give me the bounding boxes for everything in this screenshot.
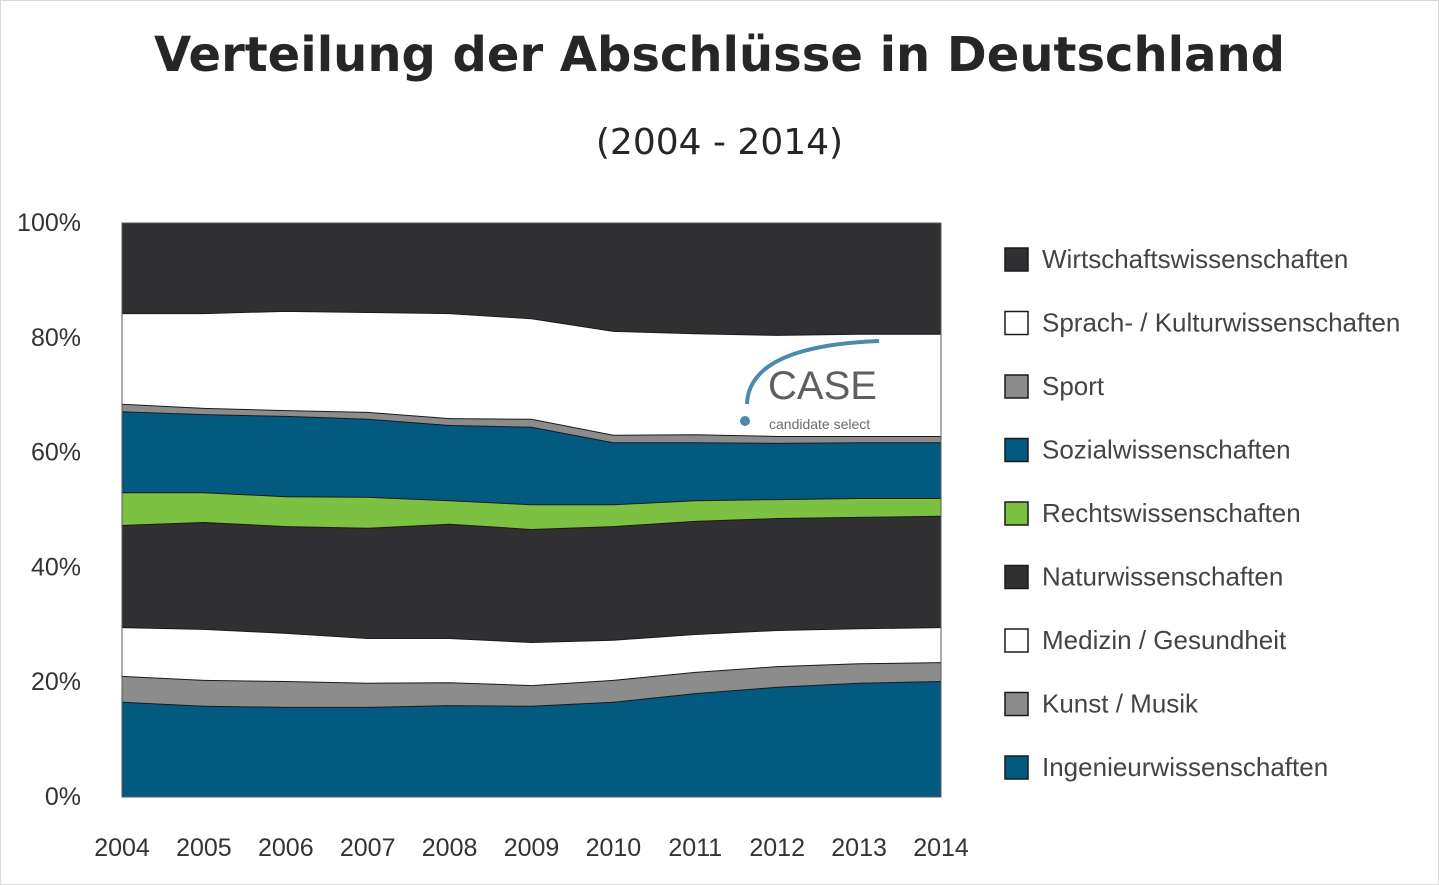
x-tick-label: 2008 xyxy=(422,834,478,862)
legend-label: Ingenieurwissenschaften xyxy=(1042,752,1328,782)
plot-border xyxy=(121,222,942,798)
logo-tagline: candidate select xyxy=(769,416,870,432)
y-tick-label: 60% xyxy=(31,439,81,467)
x-tick-label: 2007 xyxy=(340,834,396,862)
legend-swatch xyxy=(1004,628,1029,653)
logo-dot xyxy=(740,416,750,426)
area-sport xyxy=(122,403,941,443)
x-tick-label: 2005 xyxy=(176,834,232,862)
area-wirtschaftswissenschaften xyxy=(122,223,941,335)
legend-swatch xyxy=(1004,247,1029,272)
legend-swatch xyxy=(1004,437,1029,463)
x-tick-label: 2009 xyxy=(504,834,560,862)
y-tick-label: 80% xyxy=(31,324,81,352)
logo-text: CASE xyxy=(768,364,877,408)
area-sozialwissenschaften xyxy=(122,411,941,505)
legend-label: Kunst / Musik xyxy=(1042,689,1199,719)
x-tick-label: 2012 xyxy=(749,834,805,862)
legend-swatch xyxy=(1004,310,1029,336)
legend-swatch xyxy=(1004,755,1029,780)
legend-label: Wirtschaftswissenschaften xyxy=(1042,244,1348,274)
legend-swatch xyxy=(1004,564,1029,590)
area-naturwissenschaften xyxy=(122,515,941,643)
y-tick-label: 0% xyxy=(45,783,81,811)
area-rechtswissenschaften xyxy=(122,492,941,529)
legend-label: Sport xyxy=(1042,371,1105,401)
x-tick-label: 2006 xyxy=(258,834,314,862)
x-tick-label: 2011 xyxy=(668,834,722,862)
legend-label: Naturwissenschaften xyxy=(1042,562,1283,592)
x-tick-label: 2004 xyxy=(94,834,150,862)
x-tick-label: 2010 xyxy=(586,834,642,862)
area-kunst-musik xyxy=(122,662,941,707)
legend-swatch xyxy=(1004,374,1029,399)
legend-label: Sozialwissenschaften xyxy=(1042,435,1291,465)
x-tick-label: 2014 xyxy=(913,834,969,862)
legend-swatch xyxy=(1004,691,1029,717)
y-tick-label: 20% xyxy=(31,668,81,696)
chart-subtitle: (2004 - 2014) xyxy=(595,122,844,163)
logo-arc xyxy=(745,339,880,405)
y-tick-label: 100% xyxy=(17,209,81,237)
legend-label: Rechtswissenschaften xyxy=(1042,498,1301,528)
chart-title: Verteilung der Abschlüsse in Deutschland xyxy=(153,27,1286,83)
legend-label: Sprach- / Kulturwissenschaften xyxy=(1042,308,1400,338)
area-sprach-kulturwissenschaften xyxy=(122,310,941,436)
area-medizin-gesundheit xyxy=(122,627,941,686)
legend-swatch xyxy=(1004,501,1029,526)
x-tick-label: 2013 xyxy=(831,834,887,862)
y-tick-label: 40% xyxy=(31,553,81,581)
area-ingenieurwissenschaften xyxy=(122,681,941,797)
legend-label: Medizin / Gesundheit xyxy=(1042,625,1287,655)
